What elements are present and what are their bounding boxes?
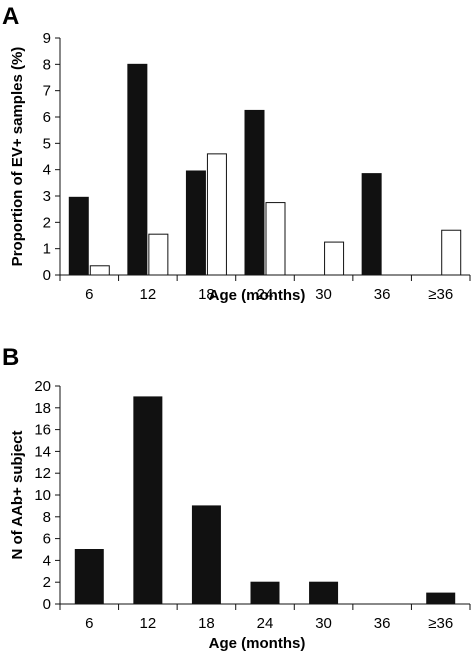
panel-a-x-tick-label: 24 [257, 286, 274, 303]
panel-a-bar-series2-2 [206, 153, 227, 276]
panel-b-x-tick-label: 24 [257, 615, 274, 632]
panel-b-bar-series1-6 [426, 592, 456, 605]
panel-a-y-tick-label: 8 [43, 56, 51, 73]
panel-b-bar-series1-1 [133, 396, 163, 605]
panel-a-bar-series2-6 [441, 229, 462, 276]
panel-b-y-axis-title: N of AAb+ subject [9, 430, 26, 559]
panel-a-y-tick-label: 1 [43, 241, 51, 258]
panel-a-y-axis-title: Proportion of EV+ samples (%) [9, 47, 26, 267]
panel-a-bar-series2-3 [265, 202, 286, 276]
panel-a-x-tick-label: 12 [140, 286, 157, 303]
panel-a-bar-series1-1 [127, 63, 148, 276]
panel-a-y-tick-label: 4 [43, 162, 51, 179]
panel-b-y-tick-label: 18 [34, 400, 51, 417]
panel-b-y-tick-label: 0 [43, 596, 51, 613]
panel-a-y-tick-label: 3 [43, 188, 51, 205]
panel-b-bar-series1-0 [74, 549, 104, 605]
panel-b-x-tick-label: ≥36 [428, 615, 453, 632]
panel-a-y-tick-label: 7 [43, 83, 51, 100]
panel-a-x-tick-label: 36 [374, 286, 391, 303]
panel-b-x-axis-title: Age (months) [209, 635, 306, 652]
panel-a-x-tick-label: 18 [198, 286, 215, 303]
panel-b-letter: B [2, 344, 19, 371]
panel-b-x-tick-label: 6 [85, 615, 93, 632]
panel-a-x-axis-title: Age (months) [209, 287, 306, 304]
panel-a-bar-series1-2 [185, 170, 206, 276]
panel-b-bar-series1-4 [309, 581, 339, 605]
panel-b-y-tick-label: 8 [43, 509, 51, 526]
panel-b-y-tick-label: 4 [43, 552, 51, 569]
panel-b-y-tick-label: 16 [34, 422, 51, 439]
panel-a-y-tick-label: 6 [43, 109, 51, 126]
panel-b-y-tick-label: 12 [34, 465, 51, 482]
panel-a-bar-series2-4 [324, 241, 345, 276]
panel-a-y-tick-label: 9 [43, 30, 51, 47]
panel-a-bar-series1-3 [244, 109, 265, 276]
panel-a-bar-series1-0 [68, 196, 89, 276]
panel-a-x-tick-label: 30 [315, 286, 332, 303]
panel-b-y-tick-label: 10 [34, 487, 51, 504]
panel-b-x-tick-label: 36 [374, 615, 391, 632]
panel-a-bar-series1-5 [361, 173, 382, 276]
panel-a-bar-series2-1 [148, 233, 169, 276]
panel-a-y-tick-label: 0 [43, 267, 51, 284]
panel-a-x-tick-label: ≥36 [428, 286, 453, 303]
panel-a-y-tick-label: 2 [43, 214, 51, 231]
panel-b-x-tick-label: 12 [140, 615, 157, 632]
panel-b-x-tick-label: 30 [315, 615, 332, 632]
panel-a-bar-series2-0 [89, 265, 110, 276]
panel-a-letter: A [2, 3, 19, 30]
panel-b-y-tick-label: 6 [43, 531, 51, 548]
panel-b-y-tick-label: 14 [34, 443, 51, 460]
panel-b-bar-series1-2 [191, 505, 221, 605]
panel-a-y-tick-label: 5 [43, 135, 51, 152]
panel-b-y-tick-label: 2 [43, 574, 51, 591]
panel-b-x-tick-label: 18 [198, 615, 215, 632]
panel-a-x-tick-label: 6 [85, 286, 93, 303]
panel-b-y-tick-label: 20 [34, 378, 51, 395]
panel-b-bar-series1-3 [250, 581, 280, 605]
